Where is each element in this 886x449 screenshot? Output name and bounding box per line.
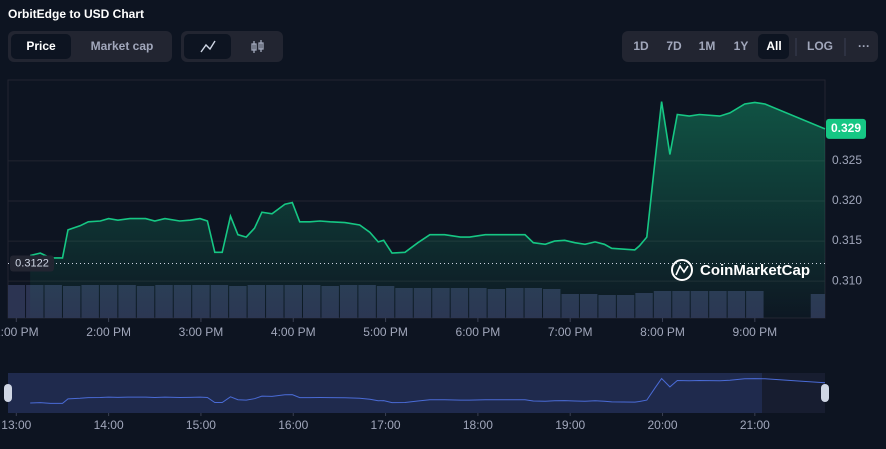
volume-bar [8,285,26,318]
more-button[interactable]: ··· [858,39,870,53]
price-line [30,101,826,259]
x-tick-label: 7:00 PM [548,325,593,339]
tab[interactable]: Price [26,39,56,53]
y-tick-label: 0.310 [832,273,862,287]
range-group [622,31,878,62]
navigator-tick-label: 14:00 [94,418,124,432]
y-tick-label: 0.320 [832,193,862,207]
navigator-tick-label: 16:00 [278,418,308,432]
navigator-tick-label: 21:00 [740,418,770,432]
navigator-tick-label: 17:00 [371,418,401,432]
navigator-tick-label: 13:00 [1,418,31,432]
navigator-tick-label: 19:00 [555,418,585,432]
range-active[interactable] [758,34,789,59]
range-button[interactable]: 7D [666,39,682,53]
x-tick-label: 2:00 PM [86,325,131,339]
navigator-tick-label: 18:00 [463,418,493,432]
watermark: CoinMarketCap [700,262,810,279]
range-button[interactable]: All [766,39,781,53]
price-tag-label: 0.329 [831,121,861,135]
price-tag [826,118,866,139]
x-tick-label: 6:00 PM [456,325,501,339]
range-button[interactable]: 1M [699,39,716,53]
navigator-handles[interactable] [4,384,829,402]
log-button[interactable]: LOG [807,39,833,53]
x-tick-label: 1:00 PM [0,325,39,339]
tab[interactable]: Market cap [91,39,154,53]
x-tick-label: 3:00 PM [179,325,224,339]
candle-icon[interactable] [251,40,264,53]
navigator-tick-label: 15:00 [186,418,216,432]
x-tick-label: 5:00 PM [363,325,408,339]
y-tick-label: 0.315 [832,233,862,247]
x-tick-label: 4:00 PM [271,325,316,339]
range-button[interactable]: 1D [633,39,649,53]
navigator-tick-label: 20:00 [648,418,678,432]
line-icon [200,40,216,53]
reference-tag [10,255,54,272]
navigator-selection[interactable] [8,373,762,413]
navigator-line [30,377,826,404]
watermark-logo [671,259,693,281]
range-button[interactable]: 1Y [734,39,749,53]
x-tick-label: 8:00 PM [640,325,685,339]
x-tick-label: 9:00 PM [732,325,777,339]
chart-title: OrbitEdge to USD Chart [8,7,144,21]
tab-active[interactable] [11,34,71,59]
reference-label: 0.3122 [15,257,49,269]
watermark-logo [675,264,689,276]
y-tick-label: 0.325 [832,153,862,167]
